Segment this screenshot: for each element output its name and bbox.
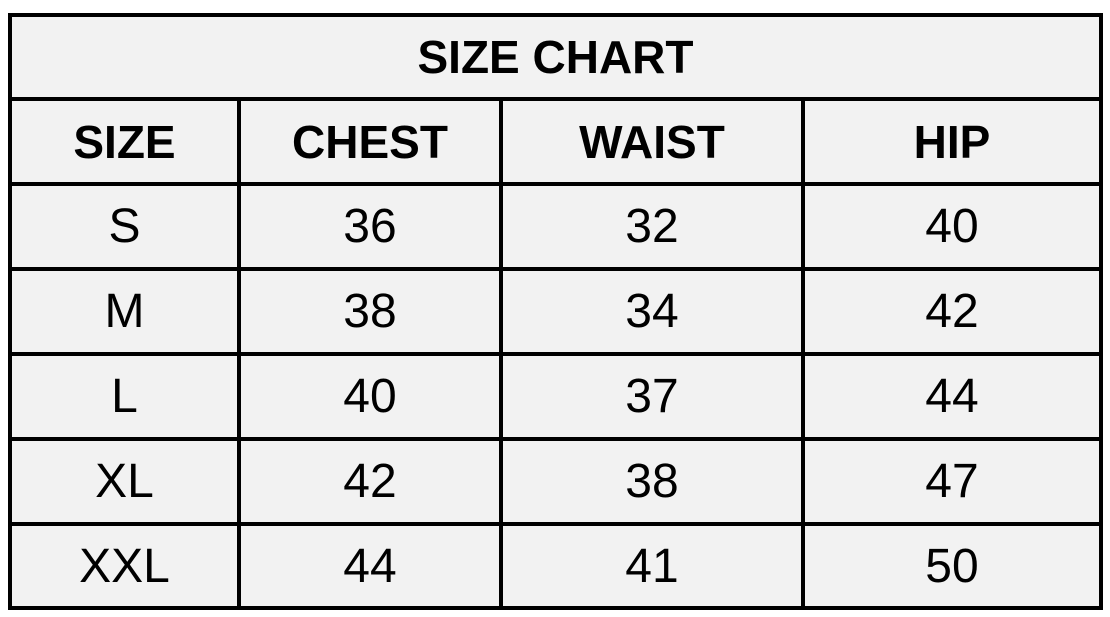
size-cell: S xyxy=(12,186,241,267)
chest-cell: 40 xyxy=(241,356,503,437)
header-size: SIZE xyxy=(12,101,241,182)
table-row: XL 42 38 47 xyxy=(12,441,1099,526)
header-hip: HIP xyxy=(913,115,991,168)
chest-cell: 36 xyxy=(241,186,503,267)
chest-cell: 38 xyxy=(241,271,503,352)
table-row: XXL 44 41 50 xyxy=(12,526,1099,606)
table-row: S 36 32 40 xyxy=(12,186,1099,271)
hip-cell: 47 xyxy=(925,455,979,508)
table-row: M 38 34 42 xyxy=(12,271,1099,356)
waist-cell: 38 xyxy=(503,441,805,522)
table-title: SIZE CHART xyxy=(12,17,1099,101)
size-cell: XXL xyxy=(12,526,241,606)
chest-cell: 44 xyxy=(241,526,503,606)
size-chart-table: SIZE CHART SIZE CHEST WAIST HIP S 36 32 … xyxy=(8,13,1103,610)
header-chest: CHEST xyxy=(241,101,503,182)
table-row: L 40 37 44 xyxy=(12,356,1099,441)
waist-cell: 32 xyxy=(503,186,805,267)
waist-cell: 34 xyxy=(503,271,805,352)
size-cell: XL xyxy=(12,441,241,522)
hip-cell: 50 xyxy=(925,539,979,593)
header-row: SIZE CHEST WAIST HIP xyxy=(12,101,1099,186)
hip-cell: 42 xyxy=(925,285,979,338)
waist-cell: 37 xyxy=(503,356,805,437)
header-waist: WAIST xyxy=(503,101,805,182)
waist-cell: 41 xyxy=(503,526,805,606)
hip-cell: 40 xyxy=(925,200,979,253)
chest-cell: 42 xyxy=(241,441,503,522)
size-cell: L xyxy=(12,356,241,437)
size-cell: M xyxy=(12,271,241,352)
hip-cell: 44 xyxy=(925,370,979,423)
